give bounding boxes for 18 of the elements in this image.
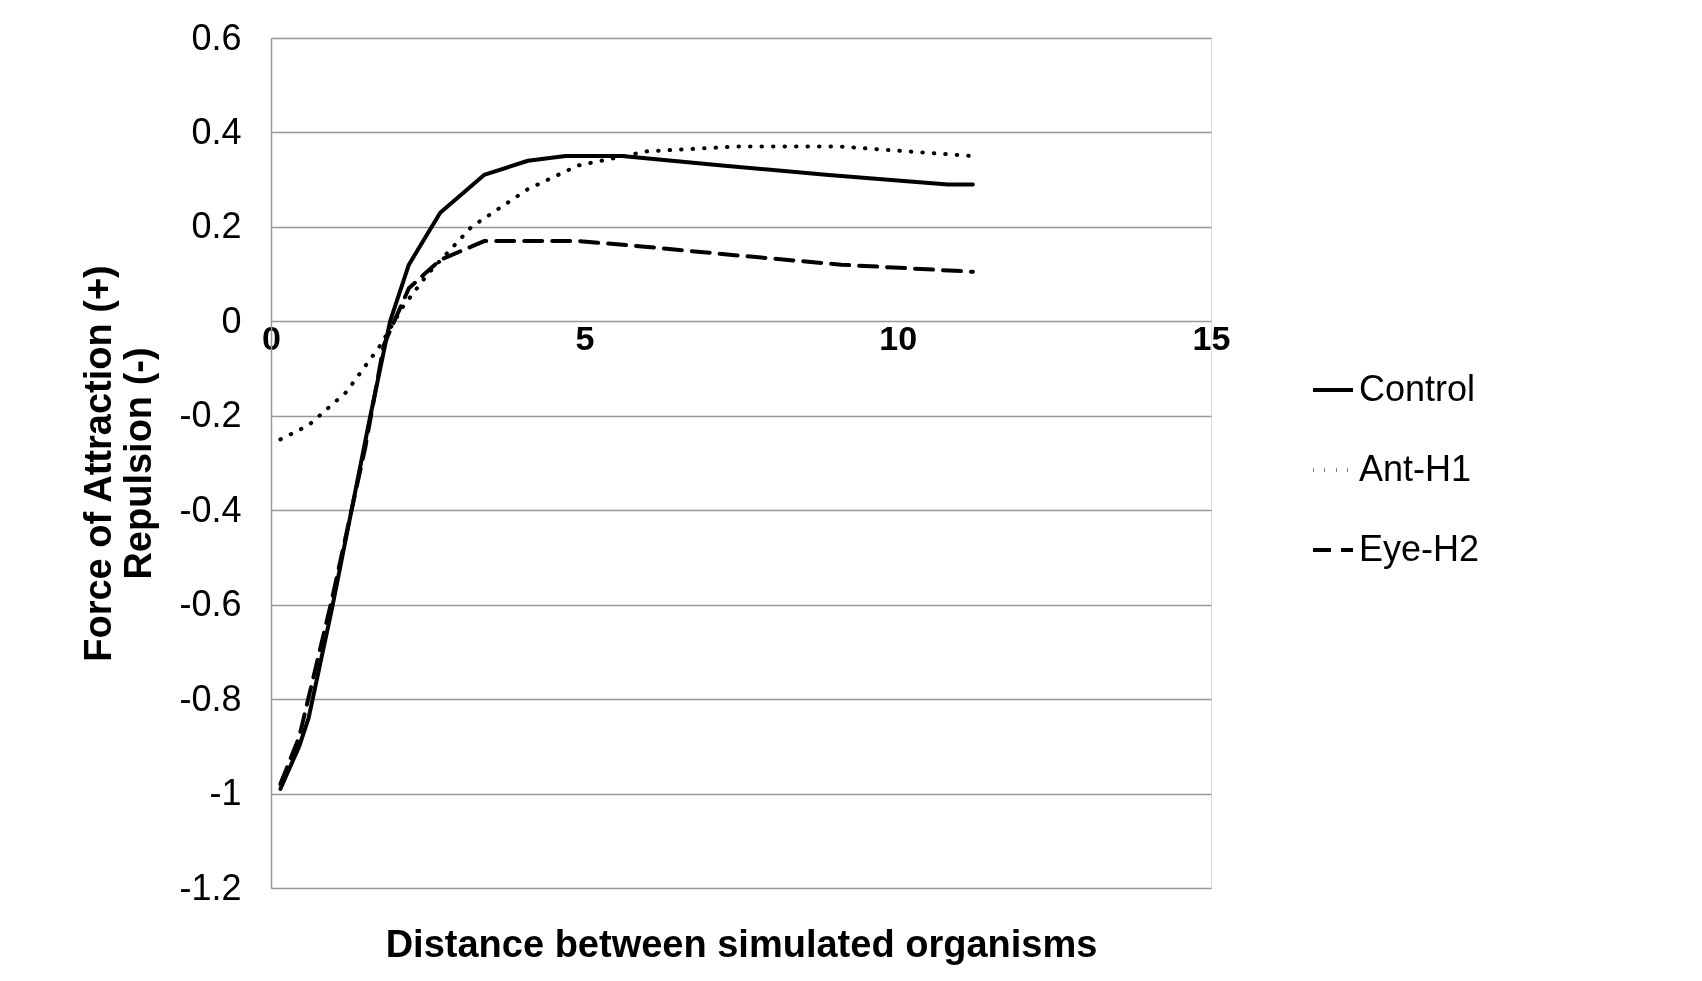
legend-label: Ant-H1 [1359, 448, 1472, 489]
y-axis-title: Force of Attraction (+) Repulsion (-) [77, 265, 160, 662]
y-tick-label: -0.8 [179, 677, 242, 719]
y-tick-label: 0.4 [191, 110, 242, 152]
y-tick-label: 0.2 [191, 205, 242, 247]
y-tick-label: -0.4 [179, 488, 242, 530]
legend-label: Eye-H2 [1359, 528, 1480, 569]
y-tick-label: 0.6 [191, 16, 242, 58]
y-tick-label: -0.6 [179, 583, 242, 625]
y-tick-label: -1.2 [179, 866, 242, 908]
x-tick-label: 5 [575, 318, 595, 357]
x-tick-label: 15 [1192, 318, 1231, 357]
y-tick-label: -1 [209, 772, 242, 814]
legend-label: Control [1359, 368, 1476, 409]
x-tick-label: 10 [879, 318, 918, 357]
x-axis-title: Distance between simulated organisms [385, 922, 1098, 965]
y-tick-label: -0.2 [179, 394, 242, 436]
x-tick-label: 0 [262, 318, 281, 357]
